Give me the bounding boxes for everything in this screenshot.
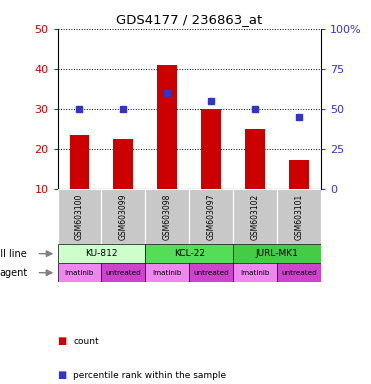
- Bar: [289, 160, 309, 189]
- Text: untreated: untreated: [193, 270, 229, 276]
- Bar: [201, 109, 221, 189]
- Text: untreated: untreated: [281, 270, 317, 276]
- Text: GSM603101: GSM603101: [295, 194, 303, 240]
- Bar: [145, 263, 189, 282]
- Text: cell line: cell line: [0, 249, 27, 259]
- Bar: [58, 263, 101, 282]
- Bar: [58, 189, 101, 244]
- Text: KCL-22: KCL-22: [174, 249, 205, 258]
- Text: GSM603097: GSM603097: [207, 194, 216, 240]
- Bar: [233, 189, 277, 244]
- Text: ■: ■: [58, 370, 67, 380]
- Bar: [145, 189, 189, 244]
- Bar: [233, 263, 277, 282]
- Text: ■: ■: [58, 336, 67, 346]
- Bar: [277, 263, 321, 282]
- Text: GSM603099: GSM603099: [119, 194, 128, 240]
- Bar: [70, 135, 89, 189]
- Bar: [101, 189, 145, 244]
- Text: percentile rank within the sample: percentile rank within the sample: [73, 371, 226, 380]
- Bar: [189, 189, 233, 244]
- Title: GDS4177 / 236863_at: GDS4177 / 236863_at: [116, 13, 262, 26]
- Bar: [157, 65, 177, 189]
- Text: Imatinib: Imatinib: [152, 270, 182, 276]
- Text: GSM603102: GSM603102: [250, 194, 260, 240]
- Bar: [114, 139, 133, 189]
- Text: count: count: [73, 337, 99, 346]
- Bar: [101, 263, 145, 282]
- Text: Imatinib: Imatinib: [65, 270, 94, 276]
- Text: Imatinib: Imatinib: [240, 270, 270, 276]
- Bar: [277, 189, 321, 244]
- Bar: [145, 244, 233, 263]
- Text: JURL-MK1: JURL-MK1: [256, 249, 298, 258]
- Bar: [245, 129, 265, 189]
- Text: untreated: untreated: [105, 270, 141, 276]
- Text: KU-812: KU-812: [85, 249, 118, 258]
- Bar: [189, 263, 233, 282]
- Text: GSM603098: GSM603098: [163, 194, 172, 240]
- Bar: [58, 244, 145, 263]
- Text: agent: agent: [0, 268, 27, 278]
- Bar: [233, 244, 321, 263]
- Text: GSM603100: GSM603100: [75, 194, 84, 240]
